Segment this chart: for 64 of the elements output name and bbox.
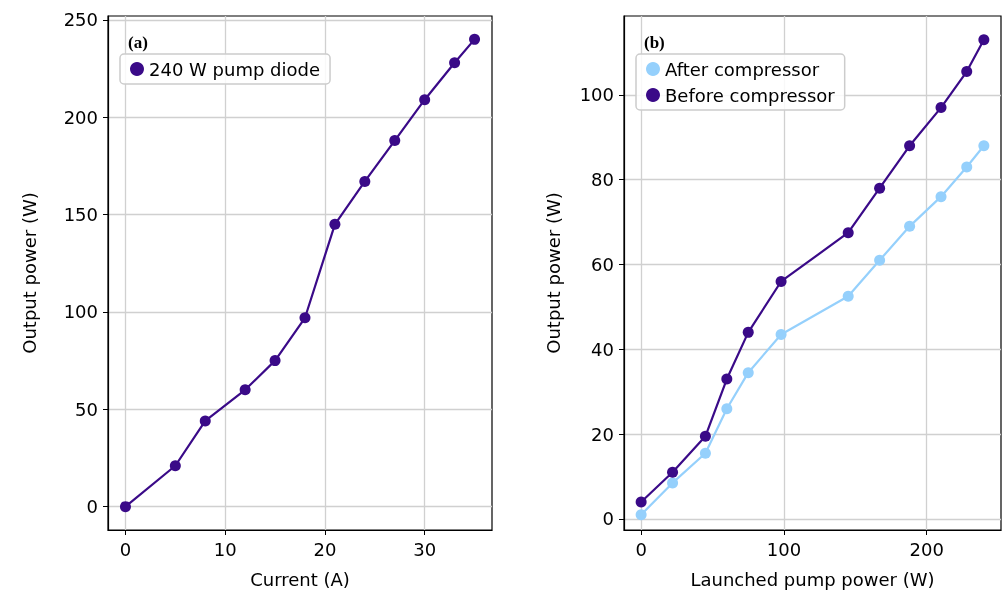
- point: [775, 275, 787, 287]
- point: [199, 415, 211, 427]
- y-tick-label: 20: [591, 423, 614, 445]
- point: [721, 373, 733, 385]
- point: [389, 135, 401, 147]
- point: [904, 140, 916, 152]
- point: [935, 191, 947, 203]
- y-axis-title: Output power (W): [18, 192, 40, 354]
- y-tick-label: 0: [602, 508, 614, 530]
- point: [119, 501, 131, 513]
- x-tick-label: 100: [766, 538, 802, 560]
- point: [239, 384, 251, 396]
- legend-label: 240 W pump diode: [149, 58, 321, 80]
- y-tick-label: 150: [63, 204, 98, 226]
- legend-label: After compressor: [665, 58, 820, 80]
- y-tick-label: 80: [591, 169, 614, 191]
- point: [742, 367, 754, 379]
- point: [904, 220, 916, 232]
- y-tick-label: 40: [591, 338, 614, 360]
- point: [874, 182, 886, 194]
- x-axis-title: Launched pump power (W): [690, 568, 935, 590]
- x-tick-label: 10: [213, 538, 237, 560]
- x-axis-title: Current (A): [250, 568, 350, 590]
- x-tick-label: 20: [313, 538, 337, 560]
- point: [667, 477, 679, 489]
- y-tick-label: 60: [591, 254, 614, 276]
- point: [329, 218, 341, 230]
- point: [978, 140, 990, 152]
- point: [419, 94, 431, 106]
- point: [874, 254, 886, 266]
- y-tick-label: 100: [63, 301, 98, 323]
- y-tick-label: 200: [63, 106, 98, 128]
- point: [667, 466, 679, 478]
- point: [359, 175, 371, 187]
- point: [699, 430, 711, 442]
- x-tick-label: 0: [635, 538, 647, 560]
- point: [961, 66, 973, 78]
- point: [269, 355, 281, 367]
- point: [699, 447, 711, 459]
- annotation: (a): [128, 33, 148, 52]
- point: [299, 312, 311, 324]
- point: [721, 403, 733, 415]
- x-tick-label: 0: [119, 538, 132, 560]
- point: [635, 496, 647, 508]
- point: [978, 34, 990, 46]
- annotation: (b): [644, 33, 665, 52]
- x-tick-label: 30: [413, 538, 437, 560]
- point: [742, 326, 754, 338]
- point: [635, 509, 647, 521]
- y-tick-label: 0: [86, 496, 98, 518]
- point: [775, 329, 787, 340]
- y-tick-label: 50: [75, 398, 98, 420]
- y-tick-label: 250: [63, 9, 98, 31]
- point: [842, 227, 854, 239]
- point: [961, 161, 973, 173]
- legend-label: Before compressor: [665, 84, 836, 106]
- point: [842, 290, 854, 302]
- y-tick-label: 100: [579, 84, 614, 106]
- point: [935, 102, 947, 114]
- y-axis-title: Output power (W): [542, 192, 564, 354]
- point: [469, 33, 481, 45]
- x-tick-label: 200: [909, 538, 944, 560]
- point: [449, 57, 461, 69]
- point: [169, 460, 181, 472]
